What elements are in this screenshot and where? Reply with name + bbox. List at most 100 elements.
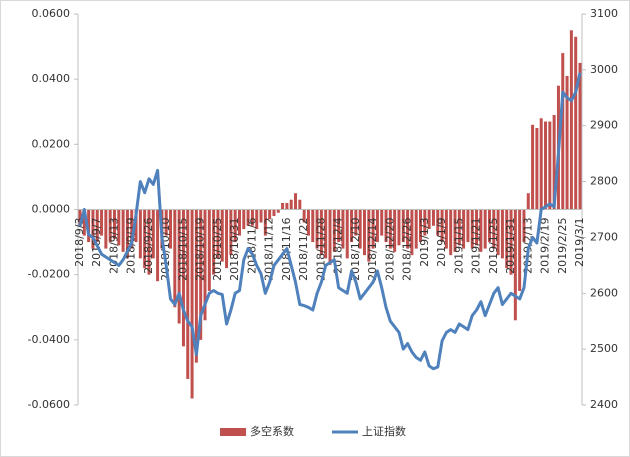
- x-tick-label: 2018/12/14: [366, 218, 379, 281]
- legend-swatch: [220, 428, 246, 436]
- x-tick-label: 2018/10/19: [194, 217, 207, 280]
- bar: [341, 209, 345, 249]
- bar: [216, 209, 220, 259]
- bar: [513, 209, 517, 321]
- bar: [82, 209, 86, 236]
- bar: [294, 193, 298, 210]
- bar: [207, 209, 211, 291]
- bar: [151, 209, 155, 259]
- bar: [358, 209, 362, 249]
- x-tick-label: 2018/11/12: [263, 218, 276, 281]
- bar: [281, 202, 285, 210]
- bar: [246, 209, 250, 226]
- y2-tick-label: 2900: [590, 119, 618, 132]
- bar: [164, 209, 168, 236]
- bar: [462, 209, 466, 249]
- bar: [539, 118, 543, 210]
- x-tick-label: 2019/2/13: [521, 218, 534, 274]
- bar: [479, 209, 483, 252]
- bar: [565, 75, 569, 210]
- bar: [220, 209, 224, 262]
- bar: [449, 209, 453, 256]
- bar: [436, 209, 440, 236]
- x-tick-label: 2019/1/15: [452, 217, 465, 273]
- bar: [367, 209, 371, 262]
- bar: [272, 209, 276, 217]
- bar: [263, 209, 267, 236]
- bar: [345, 209, 349, 259]
- bar: [169, 209, 173, 249]
- bar: [259, 209, 263, 223]
- bar: [212, 209, 216, 275]
- x-tick-label: 2018/12/20: [383, 218, 396, 281]
- x-tick-label: 2019/2/19: [539, 218, 552, 274]
- bar: [561, 53, 565, 210]
- bar: [302, 209, 306, 223]
- bar: [190, 209, 194, 399]
- bar: [522, 209, 526, 243]
- bar: [112, 209, 116, 239]
- bar: [552, 115, 556, 210]
- bar: [87, 209, 91, 243]
- x-tick-label: 2019/1/3: [418, 218, 431, 267]
- bar: [268, 209, 272, 220]
- bar: [298, 199, 302, 210]
- bar: [505, 209, 509, 269]
- bar: [311, 209, 315, 243]
- x-tick-label: 2018/9/3: [73, 218, 86, 267]
- y-tick-label: 0.0200: [32, 137, 71, 150]
- bar: [324, 209, 328, 259]
- y-tick-label: -0.0600: [28, 398, 70, 411]
- bar: [453, 209, 457, 252]
- bar: [354, 209, 358, 236]
- bar: [225, 209, 229, 269]
- x-tick-label: 2018/12/26: [401, 218, 414, 281]
- bar: [384, 209, 388, 243]
- x-tick-label: 2018/12/4: [332, 218, 345, 274]
- bar: [518, 209, 522, 291]
- bar: [91, 209, 95, 249]
- bar: [457, 209, 461, 246]
- bar: [483, 209, 487, 249]
- bar: [487, 209, 491, 243]
- bar: [371, 209, 375, 249]
- y-tick-label: -0.0200: [28, 268, 70, 281]
- bar: [431, 209, 435, 226]
- bar: [138, 209, 142, 259]
- y-tick-label: 0.0400: [32, 72, 71, 85]
- bar: [414, 209, 418, 249]
- bar: [492, 209, 496, 249]
- y-tick-label: -0.0400: [28, 333, 70, 346]
- x-tick-label: 2019/1/31: [504, 218, 517, 274]
- bar: [574, 36, 578, 210]
- bar: [199, 209, 203, 340]
- bar: [569, 30, 573, 210]
- bar: [117, 209, 121, 246]
- bar: [578, 62, 582, 210]
- bar: [526, 193, 530, 210]
- bar: [276, 209, 280, 213]
- x-tick-label: 2018/11/22: [297, 218, 310, 281]
- bar: [509, 209, 513, 275]
- bar: [419, 209, 423, 243]
- bar: [393, 209, 397, 252]
- bar: [388, 209, 392, 249]
- bar: [496, 209, 500, 256]
- legend-label: 多空系数: [250, 424, 294, 438]
- bar: [427, 209, 431, 230]
- bar: [233, 209, 237, 243]
- y2-tick-label: 2400: [590, 398, 618, 411]
- x-tick-label: 2019/2/25: [556, 218, 569, 274]
- x-tick-label: 2018/9/26: [142, 218, 155, 274]
- bar: [194, 209, 198, 363]
- bar: [186, 209, 190, 379]
- bar: [423, 209, 427, 236]
- bar: [285, 202, 289, 210]
- y2-tick-label: 2600: [590, 286, 618, 299]
- bar: [406, 209, 410, 249]
- bar: [535, 128, 539, 210]
- bar: [544, 121, 548, 210]
- x-tick-label: 2018/12/10: [349, 218, 362, 281]
- x-tick-label: 2018/10/31: [228, 218, 241, 281]
- bar: [337, 209, 341, 243]
